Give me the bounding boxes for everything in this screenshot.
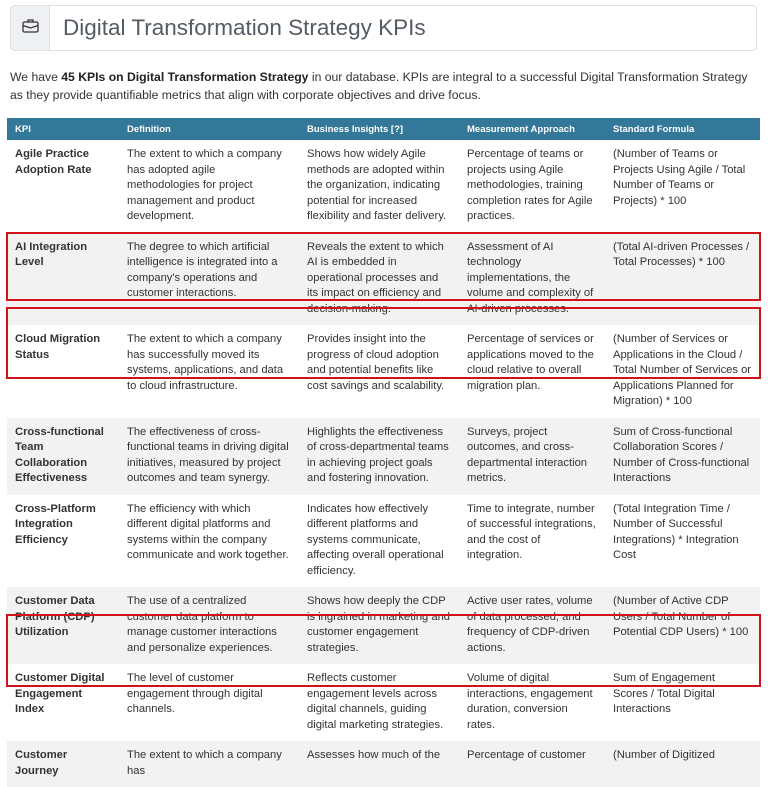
table-row: Customer Data Platform (CDP) Utilization… (7, 587, 760, 664)
kpi-name-link[interactable]: AI Integration Level (7, 232, 119, 325)
table-header-row: KPI Definition Business Insights [?] Mea… (7, 118, 760, 140)
kpi-insights: Indicates how effectively different plat… (307, 502, 444, 577)
kpi-name-link[interactable]: Customer Journey (7, 741, 119, 787)
title-icon-cell (11, 6, 50, 50)
kpi-definition: The level of customer engagement through… (127, 672, 263, 715)
column-header-definition[interactable]: Definition (119, 118, 299, 140)
intro-suffix: in our database. KPIs are integral to a … (10, 70, 748, 102)
kpi-insights: Assesses how much of the (299, 741, 459, 787)
kpi-insights: Reveals the extent to which AI is embedd… (299, 232, 459, 325)
kpi-insights: Provides insight into the progress of cl… (307, 333, 445, 392)
kpi-definition: The degree to which artificial intellige… (119, 232, 299, 325)
kpi-definition: The effectiveness of cross-functional te… (119, 417, 299, 495)
kpi-insights: Reflects customer engagement levels acro… (307, 672, 444, 731)
page-title: Digital Transformation Strategy KPIs (63, 15, 426, 40)
table-row: Cross-Platform Integration Efficiency Th… (7, 495, 760, 588)
table-row: Cloud Migration Status The extent to whi… (7, 325, 760, 418)
kpi-measurement: Assessment of AI technology implementati… (459, 232, 605, 325)
column-header-standard-formula[interactable]: Standard Formula (605, 118, 760, 140)
kpi-definition: The use of a centralized customer data p… (119, 587, 299, 664)
kpi-insights: Shows how widely Agile methods are adopt… (307, 148, 447, 222)
kpi-measurement: Percentage of services or applications m… (467, 333, 594, 392)
kpi-definition: The extent to which a company has (119, 741, 299, 787)
column-header-business-insights[interactable]: Business Insights [?] (299, 118, 459, 140)
kpi-formula: (Number of Teams or Projects Using Agile… (613, 148, 746, 207)
kpi-formula: (Total Integration Time / Number of Succ… (613, 502, 739, 562)
kpi-name-link[interactable]: Customer Digital Engagement Index (15, 672, 105, 715)
kpi-definition: The extent to which a company has succes… (127, 333, 284, 392)
kpi-name-link[interactable]: Cross-functional Team Collaboration Effe… (7, 417, 119, 495)
kpi-definition: The efficiency with which different digi… (127, 502, 289, 562)
kpi-name-link[interactable]: Cloud Migration Status (15, 333, 101, 361)
table-row: Cross-functional Team Collaboration Effe… (7, 417, 760, 495)
kpi-insights: Shows how deeply the CDP is ingrained in… (299, 587, 459, 664)
table-row: Agile Practice Adoption Rate The extent … (7, 140, 760, 233)
kpi-measurement: Volume of digital interactions, engageme… (467, 672, 593, 731)
kpi-measurement: Surveys, project outcomes, and cross-dep… (459, 417, 605, 495)
table-row: AI Integration Level The degree to which… (7, 232, 760, 325)
kpi-name-link[interactable]: Customer Data Platform (CDP) Utilization (7, 587, 119, 664)
kpi-formula: (Total AI-driven Processes / Total Proce… (605, 232, 760, 325)
kpi-insights: Highlights the effectiveness of cross-de… (299, 417, 459, 495)
intro-prefix: We have (10, 70, 62, 84)
kpi-table: KPI Definition Business Insights [?] Mea… (7, 118, 760, 787)
table-row: Customer Digital Engagement Index The le… (7, 664, 760, 741)
column-header-kpi[interactable]: KPI (7, 118, 119, 140)
table-row: Customer Journey The extent to which a c… (7, 741, 760, 787)
kpi-formula: Sum of Cross-functional Collaboration Sc… (605, 417, 760, 495)
kpi-measurement: Time to integrate, number of successful … (467, 502, 596, 562)
kpi-measurement: Percentage of customer (459, 741, 605, 787)
kpi-measurement: Percentage of teams or projects using Ag… (467, 148, 593, 222)
kpi-formula: (Number of Active CDP Users / Total Numb… (605, 587, 760, 664)
kpi-name-link[interactable]: Cross-Platform Integration Efficiency (15, 502, 96, 546)
intro-paragraph: We have 45 KPIs on Digital Transformatio… (10, 68, 762, 104)
column-header-measurement-approach[interactable]: Measurement Approach (459, 118, 605, 140)
page-title-box: Digital Transformation Strategy KPIs (10, 5, 757, 51)
kpi-definition: The extent to which a company has adopte… (127, 148, 282, 222)
kpi-formula: Sum of Engagement Scores / Total Digital… (613, 672, 715, 715)
briefcase-icon (21, 18, 39, 38)
kpi-formula: (Number of Services or Applications in t… (613, 333, 752, 407)
kpi-measurement: Active user rates, volume of data proces… (459, 587, 605, 664)
intro-kpi-count: 45 KPIs on Digital Transformation Strate… (61, 70, 309, 84)
kpi-name-link[interactable]: Agile Practice Adoption Rate (15, 148, 92, 176)
kpi-formula: (Number of Digitized (605, 741, 760, 787)
